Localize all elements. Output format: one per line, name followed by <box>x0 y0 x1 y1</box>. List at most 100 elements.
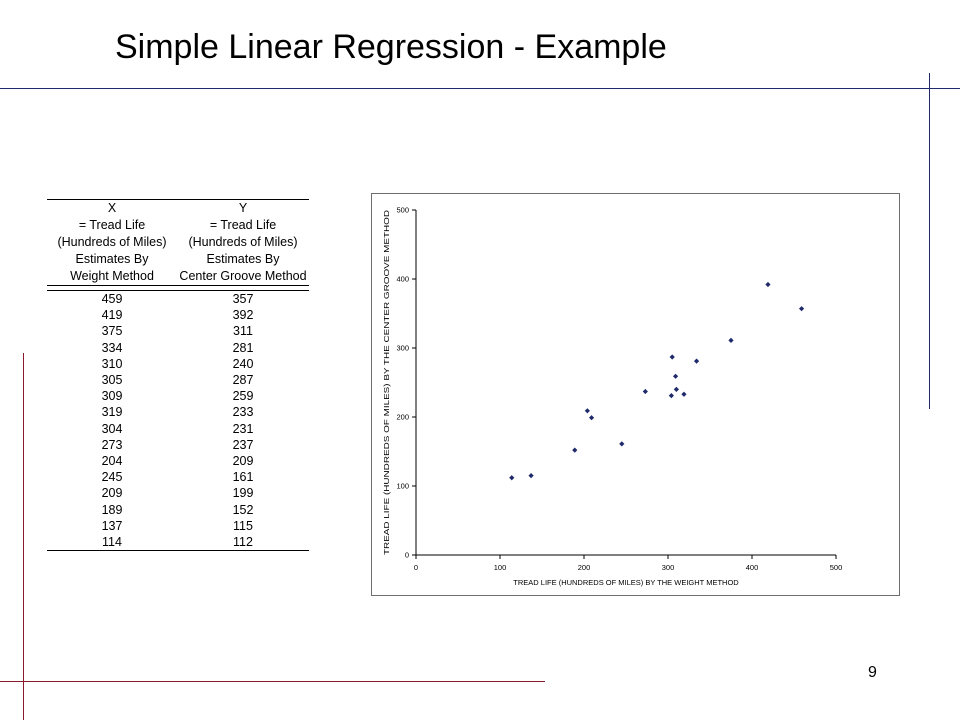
table-cell-x: 310 <box>101 356 123 371</box>
table-header-y-cell: (Hundreds of Miles) <box>188 235 298 249</box>
data-point <box>681 391 687 397</box>
table-header-y-cell: Center Groove Method <box>177 268 309 286</box>
table-cell-y: 152 <box>232 502 254 517</box>
y-tick-label: 200 <box>396 413 409 422</box>
scatter-chart: 0 100 200 300 400 500 0 100 200 300 400 500 TREAD LI… <box>382 206 843 588</box>
table-row: 309 259 <box>47 388 309 404</box>
table-cell-x: 305 <box>101 373 123 388</box>
data-point <box>572 447 578 453</box>
x-tick-label: 0 <box>414 563 418 572</box>
y-axis-label: TREAD LIFE (HUNDREDS OF MILES) BY THE CE… <box>382 209 391 555</box>
table-cell-x: 245 <box>101 470 123 485</box>
scatter-chart-frame: 0 100 200 300 400 500 0 100 200 300 400 500 TREAD LI… <box>371 193 900 596</box>
top-horizontal-rule <box>0 88 960 89</box>
table-header-x-cell: = Tread Life <box>78 218 146 232</box>
y-tick-label: 100 <box>396 482 409 491</box>
data-point <box>765 281 771 288</box>
table-header-y-cell: Estimates By <box>206 252 280 266</box>
data-point <box>528 473 534 479</box>
table-cell-y: 115 <box>233 518 253 533</box>
x-tick-label: 400 <box>746 563 759 572</box>
table-cell-y: 311 <box>233 324 253 339</box>
table-cell-y: 231 <box>232 421 254 436</box>
data-point <box>619 441 625 447</box>
table-row: 459 357 <box>47 290 309 308</box>
slide-title: Simple Linear Regression - Example <box>115 28 667 66</box>
table-row: 245 161 <box>47 469 309 485</box>
data-point <box>509 475 515 481</box>
table-header-x-cell: (Hundreds of Miles) <box>57 235 167 249</box>
table-cell-y: 357 <box>177 290 309 308</box>
table-row: 204 209 <box>47 453 309 469</box>
table-row: 189 152 <box>47 502 309 518</box>
table-cell-x: 375 <box>101 324 123 339</box>
table-row: 319 233 <box>47 404 309 420</box>
table-cell-x: 319 <box>101 405 123 420</box>
table-cell-y: 161 <box>232 470 254 485</box>
data-point <box>588 415 595 421</box>
table-cell-x: 189 <box>101 502 123 517</box>
data-point <box>728 337 734 344</box>
data-point <box>642 388 648 395</box>
y-tick-label: 500 <box>396 206 409 215</box>
table-header-row: (Hundreds of Miles) (Hundreds of Miles) <box>47 234 309 251</box>
table-header-y-cell: = Tread Life <box>209 218 277 232</box>
table-cell-x: 419 <box>101 308 123 323</box>
table-row: 305 287 <box>47 372 309 388</box>
x-axis-label: TREAD LIFE (HUNDREDS OF MILES) BY THE WE… <box>513 578 739 587</box>
table-row: 137 115 <box>47 518 309 534</box>
table-cell-x: 204 <box>101 454 123 469</box>
table-row: 334 281 <box>47 340 309 356</box>
table-cell-x: 209 <box>101 486 123 501</box>
table-cell-y: 392 <box>232 308 254 323</box>
table-header-x-cell: Estimates By <box>75 252 149 266</box>
table-cell-x: 304 <box>101 421 123 436</box>
table-cell-y: 199 <box>232 486 254 501</box>
table-row: 310 240 <box>47 356 309 372</box>
table-cell-x: 309 <box>101 389 123 404</box>
x-tick-label: 200 <box>578 563 591 572</box>
table-header-x-cell: X <box>47 199 177 217</box>
x-tick-label: 300 <box>662 563 675 572</box>
table-cell-y: 240 <box>232 356 254 371</box>
data-point <box>673 386 679 392</box>
table-header-row: = Tread Life = Tread Life <box>47 217 309 234</box>
tread-life-table: X Y = Tread Life = Tread Life (Hundreds of M… <box>47 199 309 552</box>
table-cell-y: 209 <box>232 454 254 469</box>
y-tick-label: 0 <box>405 551 409 560</box>
table-cell-y: 112 <box>177 534 309 552</box>
data-point <box>669 354 675 360</box>
table-cell-y: 287 <box>232 373 254 388</box>
left-vertical-rule <box>23 353 24 720</box>
table-header-row: Estimates By Estimates By <box>47 251 309 268</box>
table-cell-x: 114 <box>47 534 177 552</box>
table-cell-y: 237 <box>232 437 254 452</box>
data-point <box>668 393 674 399</box>
table-row: 273 237 <box>47 437 309 453</box>
table-row: 419 392 <box>47 307 309 323</box>
table-cell-x: 273 <box>101 437 123 452</box>
table-header-x-cell: Weight Method <box>47 268 177 286</box>
data-point <box>798 306 805 312</box>
table-row: 304 231 <box>47 421 309 437</box>
table-cell-x: 459 <box>47 290 177 308</box>
table-cell-x: 137 <box>101 518 123 533</box>
table-header-row: Weight Method Center Groove Method <box>47 268 309 286</box>
table-cell-x: 334 <box>101 340 123 355</box>
data-point <box>672 373 679 379</box>
x-tick-label: 100 <box>494 563 507 572</box>
y-tick-label: 400 <box>396 275 409 284</box>
bottom-horizontal-rule <box>0 681 545 682</box>
table-cell-y: 233 <box>232 405 254 420</box>
page-number: 9 <box>868 664 877 681</box>
data-point <box>693 358 700 364</box>
table-row: 209 199 <box>47 485 309 501</box>
x-tick-label: 500 <box>830 563 843 572</box>
table-header-y-cell: Y <box>177 199 309 217</box>
table-cell-y: 259 <box>232 389 254 404</box>
data-point <box>584 408 590 414</box>
table-cell-y: 281 <box>232 340 254 355</box>
table-row: 375 311 <box>47 323 309 339</box>
right-vertical-rule <box>929 73 930 409</box>
